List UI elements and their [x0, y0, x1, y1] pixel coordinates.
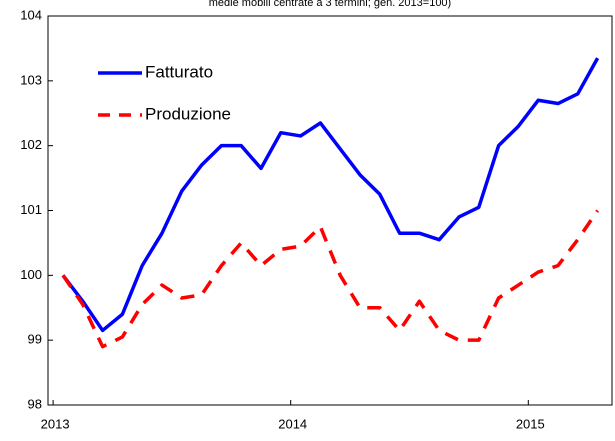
x-tick-label: 2013	[41, 416, 70, 431]
y-tick-label: 99	[28, 332, 42, 347]
y-tick-label: 100	[20, 267, 42, 282]
series-line	[61, 57, 600, 333]
series-line	[61, 209, 600, 349]
x-tick-label: 2015	[516, 416, 545, 431]
y-tick-label: 98	[28, 396, 42, 411]
y-tick-label: 102	[20, 137, 42, 152]
y-tick-label: 101	[20, 202, 42, 217]
legend-label: Fatturato	[145, 62, 213, 81]
chart-title: medie mobili centrate a 3 termini; gen. …	[209, 0, 451, 9]
x-tick-label: 2014	[278, 416, 307, 431]
y-tick-label: 103	[20, 72, 42, 87]
y-tick-label: 104	[20, 7, 42, 22]
legend-label: Produzione	[145, 104, 231, 123]
